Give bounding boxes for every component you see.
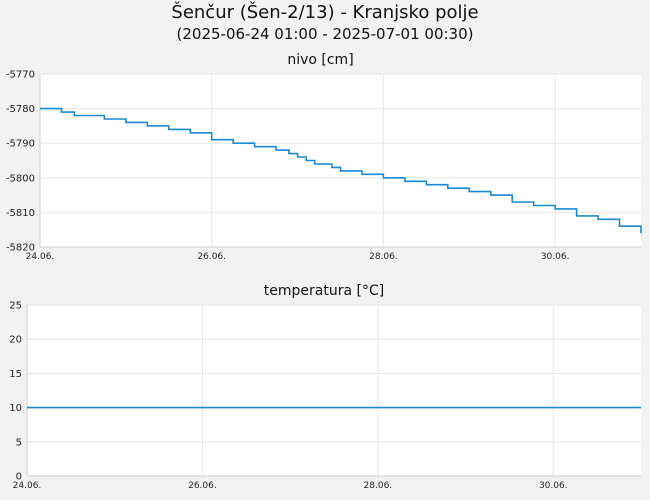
y-tick-label: 15 — [9, 369, 22, 380]
x-tick-label: 26.06. — [188, 481, 217, 491]
y-tick-label: -5790 — [6, 139, 35, 150]
y-tick-label: -5770 — [6, 70, 35, 81]
page-subtitle: (2025-06-24 01:00 - 2025-07-01 00:30) — [176, 25, 474, 43]
y-tick-label: 10 — [9, 403, 22, 414]
y-tick-label: -5810 — [6, 208, 35, 219]
y-tick-label: 25 — [9, 301, 22, 312]
chart-title: nivo [cm] — [287, 52, 353, 68]
y-tick-label: -5820 — [6, 243, 35, 254]
chart-title: temperatura [°C] — [264, 283, 384, 299]
x-tick-label: 28.06. — [364, 481, 393, 491]
x-tick-label: 24.06. — [26, 252, 55, 262]
y-tick-label: 0 — [16, 472, 22, 483]
x-tick-label: 30.06. — [539, 481, 568, 491]
series-line — [40, 107, 642, 234]
y-tick-label: 5 — [16, 437, 22, 448]
nivo-chart: nivo [cm]-5770-5780-5790-5800-5810-58202… — [6, 52, 642, 262]
page-title: Šenčur (Šen-2/13) - Kranjsko polje — [171, 2, 479, 23]
plot-area — [40, 74, 641, 247]
temperature-chart: temperatura [°C] 25 20 15 10 5 024.06. 26.06. 28… — [9, 283, 641, 491]
x-tick-label: 24.06. — [13, 481, 42, 491]
y-tick-label: -5780 — [6, 104, 35, 115]
plot-area — [27, 305, 641, 476]
x-tick-label: 26.06. — [197, 252, 226, 262]
y-tick-label: -5800 — [6, 173, 35, 184]
x-tick-label: 30.06. — [541, 252, 570, 262]
x-tick-label: 28.06. — [369, 252, 398, 262]
y-tick-label: 20 — [9, 335, 22, 346]
